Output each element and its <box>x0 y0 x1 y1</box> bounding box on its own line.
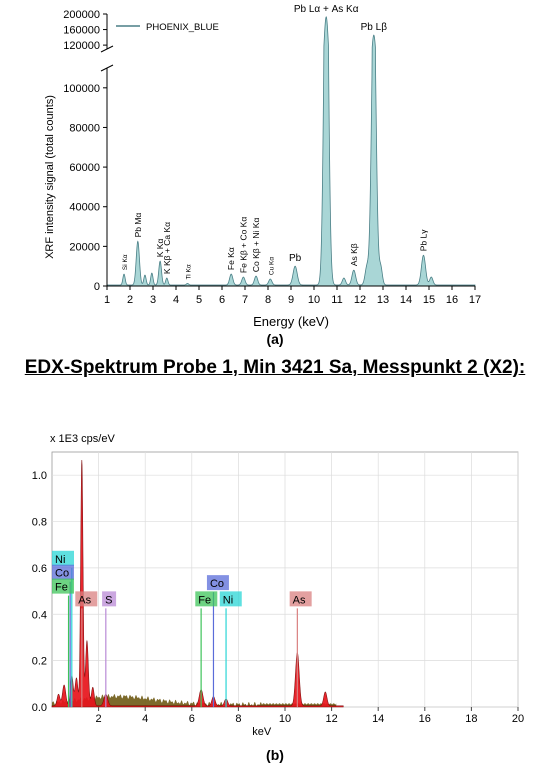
x-tick-label: 12 <box>325 713 337 725</box>
edx-spectrum-panel: Ni Co Fe As S Co Fe Ni As 2 4 6 8 10 12 14 16 18 20 0.0 0.2 0… <box>0 352 550 769</box>
y-tick-label: 100000 <box>63 83 100 95</box>
x-tick-label: 18 <box>465 713 477 725</box>
y-tick-label: 200000 <box>63 9 100 21</box>
x-tick-label: 2 <box>96 713 102 725</box>
x-tick-label: 17 <box>469 294 481 306</box>
x-tick-label: 9 <box>288 294 294 306</box>
x-tick-label: 10 <box>308 294 320 306</box>
y-tick-label: 0.0 <box>32 702 47 714</box>
y-tick-label: 40000 <box>69 202 100 214</box>
element-label: As <box>293 594 306 606</box>
caption-a: (a) <box>0 331 550 347</box>
peak-annotation: Co Kβ + Ni Kα <box>251 218 261 273</box>
x-tick-label: 8 <box>265 294 271 306</box>
x-tick-label: 3 <box>150 294 156 306</box>
x-tick-label: 4 <box>142 713 148 725</box>
x-tick-label: 4 <box>173 294 179 306</box>
y-tick-label: 0 <box>94 281 100 293</box>
element-label: Fe <box>55 582 68 594</box>
peak-annotation: As Kβ <box>349 243 359 266</box>
peak-annotation: Pb Lα + As Kα <box>294 4 359 15</box>
x-axis-label: keV <box>252 726 272 738</box>
x-tick-label: 11 <box>331 294 342 306</box>
x-tick-label: 6 <box>189 713 195 725</box>
y-tick-label: 1.0 <box>32 470 47 482</box>
x-tick-label: 12 <box>354 294 366 306</box>
legend-label: PHOENIX_BLUE <box>146 22 219 33</box>
element-label: As <box>78 594 91 606</box>
x-tick-label: 2 <box>127 294 133 306</box>
peak-annotation: Si Kα <box>122 254 129 270</box>
y-tick-label: 0.4 <box>32 609 47 621</box>
peak-annotation: K Kβ + Ca Kα <box>162 222 172 274</box>
element-label: Co <box>55 568 69 580</box>
y-tick-label: 20000 <box>69 241 100 253</box>
peak-annotation: Cu Kα <box>268 257 275 275</box>
peak-annotation: Fe Kβ + Co Kα <box>238 217 248 273</box>
x-tick-label: 14 <box>400 294 412 306</box>
element-label: Ni <box>55 554 65 566</box>
element-label: Co <box>210 578 224 590</box>
x-tick-label: 15 <box>423 294 435 306</box>
x-tick-label: 10 <box>279 713 291 725</box>
y-tick-label: 160000 <box>63 25 100 37</box>
y-tick-label: 80000 <box>69 122 100 134</box>
x-tick-label: 13 <box>377 294 389 306</box>
x-tick-label: 20 <box>512 713 524 725</box>
y-tick-label: 0.6 <box>32 563 47 575</box>
y-tick-label: 0.2 <box>32 656 47 668</box>
peak-annotation: Pb Lγ <box>418 229 428 251</box>
caption-b: (b) <box>0 747 550 763</box>
x-tick-label: 16 <box>446 294 458 306</box>
peak-annotation: Pb Mα <box>133 213 143 238</box>
x-axis-label: Energy (keV) <box>253 314 329 329</box>
peak-annotation: Pb Lβ <box>361 22 388 33</box>
x-tick-label: 5 <box>196 294 202 306</box>
element-label: Fe <box>198 594 211 606</box>
peak-annotation: Ti Kα <box>186 264 193 279</box>
x-tick-label: 14 <box>372 713 384 725</box>
x-tick-label: 8 <box>235 713 241 725</box>
x-tick-label: 7 <box>242 294 248 306</box>
element-label: S <box>105 594 112 606</box>
y-axis-label: XRF intensity signal (total counts) <box>44 95 56 259</box>
x-tick-label: 6 <box>219 294 225 306</box>
unit-label: x 1E3 cps/eV <box>50 433 115 445</box>
x-tick-label: 16 <box>419 713 431 725</box>
element-label: Ni <box>223 594 233 606</box>
x-tick-label: 1 <box>104 294 110 306</box>
peak-annotation: Pb <box>289 253 302 264</box>
y-tick-label: 0.8 <box>32 517 47 529</box>
y-tick-label: 60000 <box>69 162 100 174</box>
edx-spectrum-chart: Ni Co Fe As S Co Fe Ni As 2 4 6 8 10 12 14 16 18 20 0.0 0.2 0… <box>0 352 550 769</box>
peak-annotation: Fe Kα <box>226 247 236 270</box>
y-tick-label: 120000 <box>63 40 100 52</box>
